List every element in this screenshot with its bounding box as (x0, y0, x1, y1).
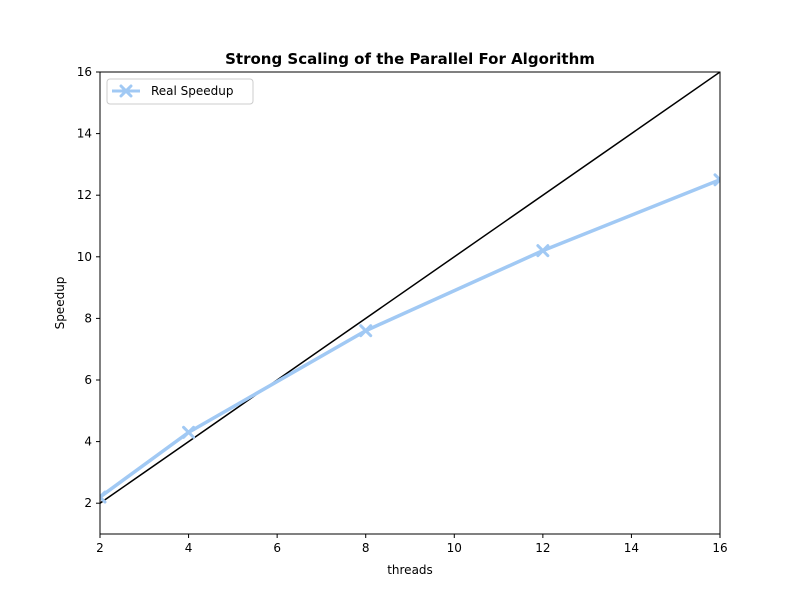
x-tick-label: 16 (712, 541, 727, 555)
real-speedup-point (713, 173, 720, 187)
x-axis-ticks: 2 4 6 8 10 12 14 16 (96, 534, 728, 555)
ideal-speedup-layer (100, 72, 720, 504)
legend-marker-x (119, 84, 133, 98)
y-tick-label: 2 (84, 496, 92, 510)
y-tick-label: 6 (84, 373, 92, 387)
real-speedup-point (182, 425, 196, 439)
y-axis-ticks: 2 4 6 8 10 12 14 16 (77, 65, 100, 510)
legend-marker-x-icon (119, 84, 133, 98)
chart-title: Strong Scaling of the Parallel For Algor… (225, 50, 595, 68)
x-tick-label: 8 (362, 541, 370, 555)
y-tick-label: 8 (84, 311, 92, 325)
legend-box (106, 78, 254, 105)
real-speedup-point (100, 490, 107, 504)
x-tick-label: 4 (185, 541, 193, 555)
x-tick-label: 14 (624, 541, 639, 555)
y-tick-label: 4 (84, 435, 92, 449)
y-axis-label: Speedup (53, 277, 67, 330)
y-tick-label: 14 (77, 127, 92, 141)
real-speedup-point (536, 244, 550, 258)
x-tick-label: 6 (273, 541, 281, 555)
y-tick-label: 10 (77, 250, 92, 264)
x-tick-label: 10 (447, 541, 462, 555)
y-tick-label: 12 (77, 188, 92, 202)
legend: Real Speedup (106, 78, 254, 105)
x-tick-label: 2 (96, 541, 104, 555)
real-speedup-line (100, 178, 720, 499)
x-tick-label: 12 (535, 541, 550, 555)
y-tick-label: 16 (77, 65, 92, 79)
legend-label: Real Speedup (151, 84, 234, 98)
series-layer (100, 173, 720, 504)
ideal-speedup-line (100, 72, 720, 504)
plot-frame (99, 71, 721, 535)
x-axis-label: threads (387, 563, 433, 577)
real-speedup-point (359, 324, 373, 338)
plot-area (100, 72, 720, 504)
